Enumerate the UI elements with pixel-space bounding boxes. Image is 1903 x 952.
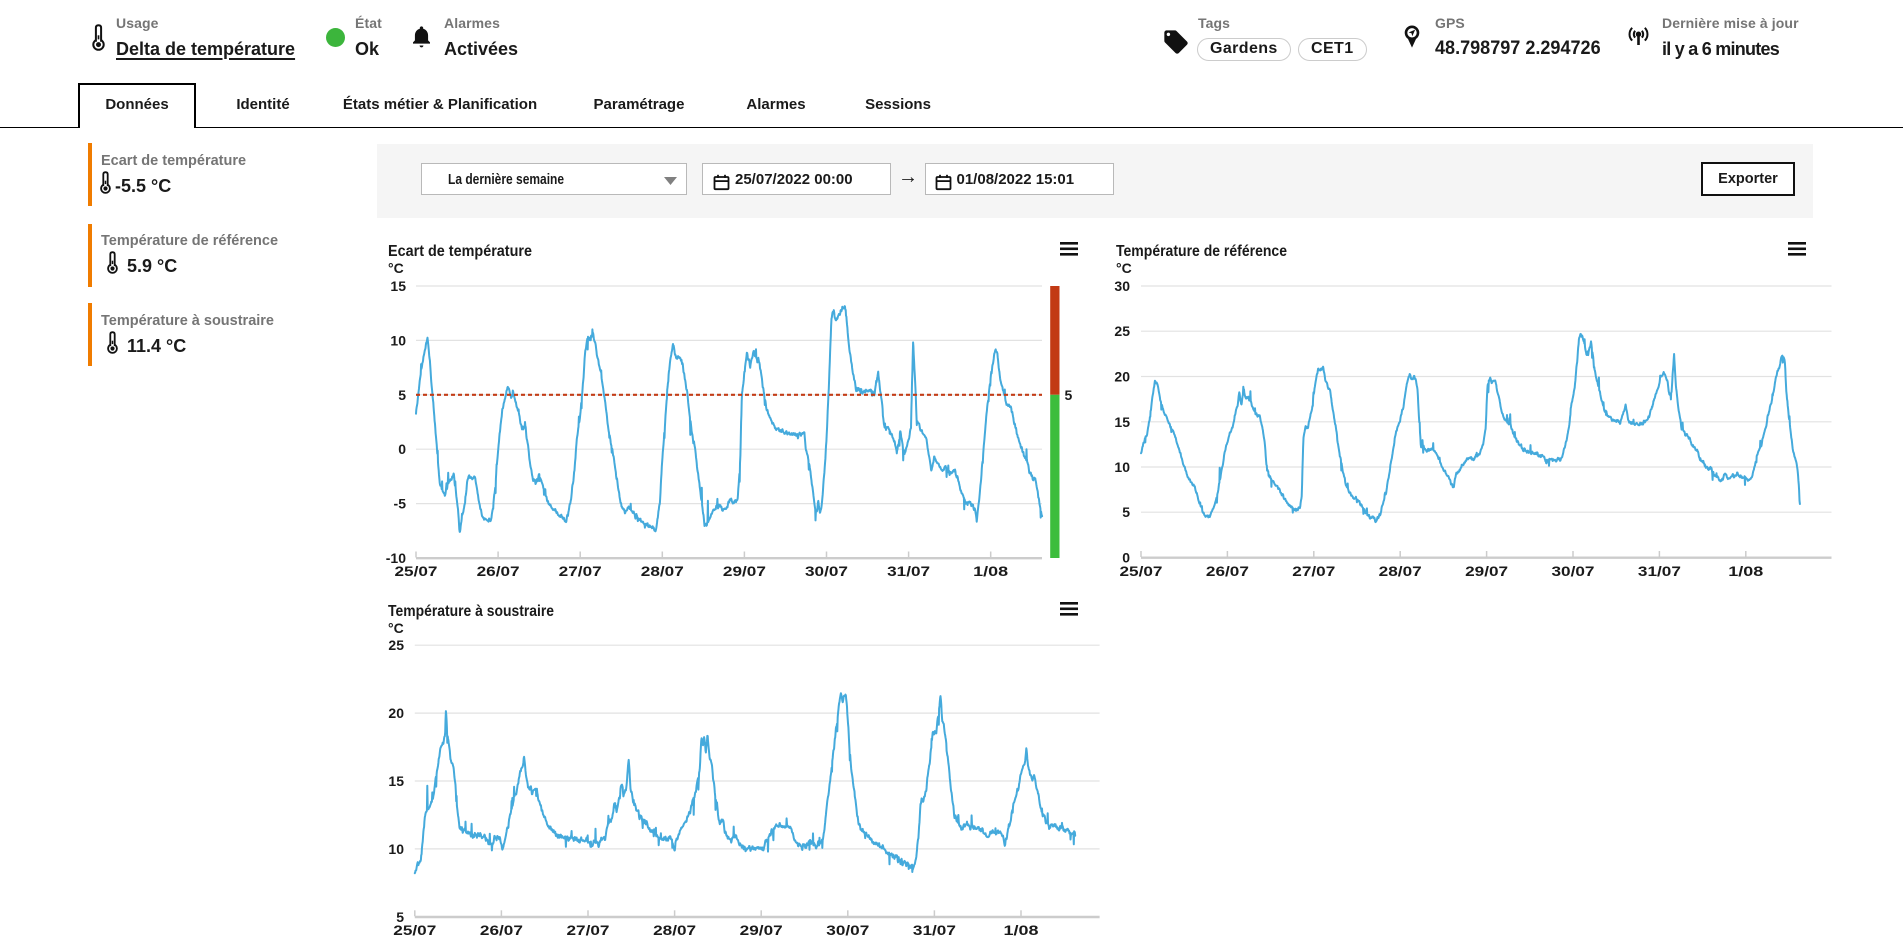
svg-text:25/07: 25/07: [1120, 563, 1163, 579]
svg-text:20: 20: [1114, 369, 1130, 385]
svg-text:1/08: 1/08: [973, 563, 1008, 579]
svg-text:15: 15: [1114, 414, 1130, 430]
svg-text:30/07: 30/07: [826, 922, 869, 938]
svg-text:10: 10: [390, 332, 406, 348]
svg-text:15: 15: [388, 773, 404, 789]
svg-text:27/07: 27/07: [559, 563, 602, 579]
svg-text:5: 5: [1065, 387, 1073, 403]
svg-text:26/07: 26/07: [1206, 563, 1249, 579]
svg-text:27/07: 27/07: [1292, 563, 1335, 579]
svg-text:°C: °C: [1116, 260, 1132, 276]
svg-text:30/07: 30/07: [805, 563, 848, 579]
svg-text:28/07: 28/07: [641, 563, 684, 579]
svg-text:-10: -10: [386, 550, 406, 566]
svg-text:29/07: 29/07: [740, 922, 783, 938]
svg-text:26/07: 26/07: [480, 922, 523, 938]
svg-text:Température de référence: Température de référence: [1116, 243, 1287, 260]
svg-text:30: 30: [1114, 278, 1130, 294]
svg-text:30/07: 30/07: [1552, 563, 1595, 579]
svg-text:29/07: 29/07: [1465, 563, 1508, 579]
svg-text:27/07: 27/07: [567, 922, 610, 938]
svg-text:25/07: 25/07: [393, 922, 436, 938]
svg-text:26/07: 26/07: [477, 563, 520, 579]
svg-text:5: 5: [1122, 504, 1130, 520]
svg-text:°C: °C: [388, 620, 404, 636]
svg-text:0: 0: [1122, 550, 1130, 566]
svg-text:15: 15: [390, 278, 406, 294]
svg-text:20: 20: [388, 705, 404, 721]
svg-text:10: 10: [388, 841, 404, 857]
svg-text:1/08: 1/08: [1728, 563, 1763, 579]
svg-text:28/07: 28/07: [1379, 563, 1422, 579]
svg-text:25: 25: [1114, 323, 1130, 339]
svg-text:-5: -5: [394, 496, 407, 512]
svg-text:25/07: 25/07: [395, 563, 438, 579]
svg-text:10: 10: [1114, 459, 1130, 475]
svg-text:1/08: 1/08: [1004, 922, 1039, 938]
svg-text:31/07: 31/07: [1638, 563, 1681, 579]
svg-text:°C: °C: [388, 260, 404, 276]
svg-text:5: 5: [398, 387, 406, 403]
svg-text:Ecart de température: Ecart de température: [388, 243, 532, 260]
svg-text:31/07: 31/07: [913, 922, 956, 938]
svg-text:31/07: 31/07: [887, 563, 930, 579]
svg-text:0: 0: [398, 441, 406, 457]
svg-text:25: 25: [388, 637, 404, 653]
svg-text:5: 5: [396, 909, 404, 925]
svg-text:28/07: 28/07: [653, 922, 696, 938]
svg-text:Température à soustraire: Température à soustraire: [388, 603, 554, 620]
svg-text:29/07: 29/07: [723, 563, 766, 579]
